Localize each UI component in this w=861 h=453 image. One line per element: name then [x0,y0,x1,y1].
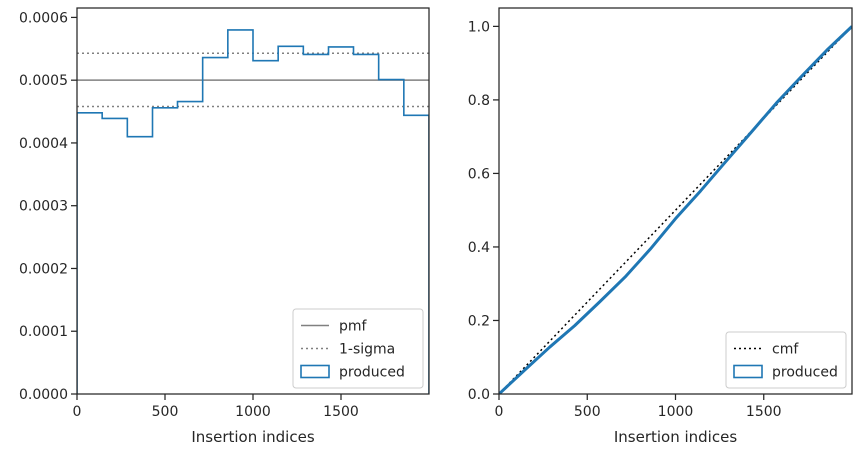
legend-label-cmf: cmf [772,342,799,358]
line-produced [499,25,852,394]
legend: cmf produced [725,331,847,389]
y-tick-label: 0.0001 [19,324,68,340]
y-tick-label: 0.0003 [19,199,68,215]
x-axis-label: Insertion indices [191,428,314,446]
legend: pmf 1-sigma produced [292,308,424,389]
legend-swatch-produced [733,364,763,379]
legend-box [292,308,424,389]
legend-box [725,331,847,389]
x-tick-label: 1500 [323,404,359,420]
legend-label-produced: produced [772,365,838,381]
y-tick-label: 0.0002 [19,261,68,277]
plot-area [77,29,429,394]
plot-area [499,25,852,394]
y-tick-label: 0.0005 [19,73,68,89]
y-tick-label: 0.0 [468,387,490,403]
x-axis-label: Insertion indices [614,428,737,446]
y-tick-label: 0.0000 [19,387,68,403]
x-tick-label: 500 [152,404,179,420]
histogram-produced [77,29,429,394]
y-tick-label: 0.0006 [19,10,68,26]
chart-panel-1: 0 500 1000 1500 0.0000 0.0001 0.0002 0.0003 0.00… [19,7,430,446]
x-tick-label: 1000 [235,404,271,420]
x-tick-label: 0 [495,404,504,420]
x-tick-label: 0 [73,404,82,420]
y-tick-label: 0.6 [468,166,490,182]
x-tick-label: 1000 [658,404,694,420]
chart-panel-2: 0 500 1000 1500 0.0 0.2 0.4 0.6 0.8 1.0 Insertion … [468,7,853,446]
y-tick-label: 1.0 [468,19,490,35]
y-tick-label: 0.4 [468,240,490,256]
legend-swatch-produced [300,364,330,379]
x-tick-label: 1500 [746,404,782,420]
y-tick-label: 0.2 [468,313,490,329]
legend-label-pmf: pmf [339,319,368,335]
y-tick-label: 0.8 [468,93,490,109]
legend-label-produced: produced [339,365,405,381]
x-tick-label: 500 [574,404,601,420]
legend-label-1-sigma: 1-sigma [339,342,395,358]
y-tick-label: 0.0004 [19,136,68,152]
